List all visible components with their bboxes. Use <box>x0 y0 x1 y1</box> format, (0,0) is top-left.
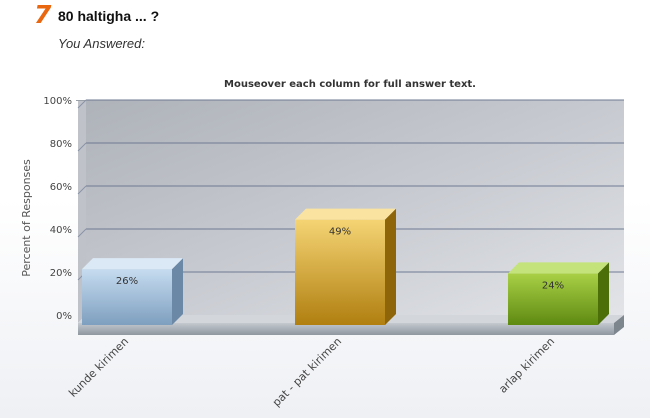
bar-value-label: 24% <box>542 280 564 291</box>
bar-top <box>82 258 183 270</box>
chart-floor-front <box>78 323 614 335</box>
y-tick-label: 80% <box>50 139 72 150</box>
gridline-side <box>77 185 87 195</box>
bar-3[interactable] <box>508 262 609 325</box>
y-tick-label: 60% <box>50 182 72 193</box>
bar-value-label: 26% <box>116 276 138 287</box>
x-tick-label: pat - pat kirimen <box>270 335 344 409</box>
bar-2[interactable] <box>295 208 396 325</box>
x-tick-label: arlap kirimen <box>496 335 557 396</box>
bar-top <box>508 262 609 274</box>
bar-side <box>172 258 183 325</box>
y-axis-label: Percent of Responses <box>20 159 33 277</box>
you-answered-label: You Answered: <box>58 36 145 51</box>
bar-front[interactable] <box>82 269 172 325</box>
bar-side <box>385 208 396 325</box>
gridline-side <box>77 228 87 238</box>
chart-title: Mouseover each column for full answer te… <box>224 79 476 90</box>
x-tick-label: kunde kirimen <box>66 335 131 400</box>
bar-front[interactable] <box>508 273 598 325</box>
bar-1[interactable] <box>82 258 183 325</box>
y-tick-label: 20% <box>50 268 72 279</box>
y-tick-label: 0% <box>56 311 72 322</box>
bar-top <box>295 208 396 220</box>
question-number: 7 <box>34 0 52 29</box>
chart-floor-side <box>614 315 624 335</box>
wall-top-edge <box>76 100 86 101</box>
y-tick-label: 100% <box>43 96 72 107</box>
gridline-side <box>77 142 87 152</box>
question-text: 80 haltigha ... ? <box>58 8 160 24</box>
bar-front[interactable] <box>295 219 385 325</box>
gridline-side <box>77 99 87 109</box>
bar-value-label: 49% <box>329 227 351 238</box>
y-tick-label: 40% <box>50 225 72 236</box>
bar-side <box>598 262 609 325</box>
